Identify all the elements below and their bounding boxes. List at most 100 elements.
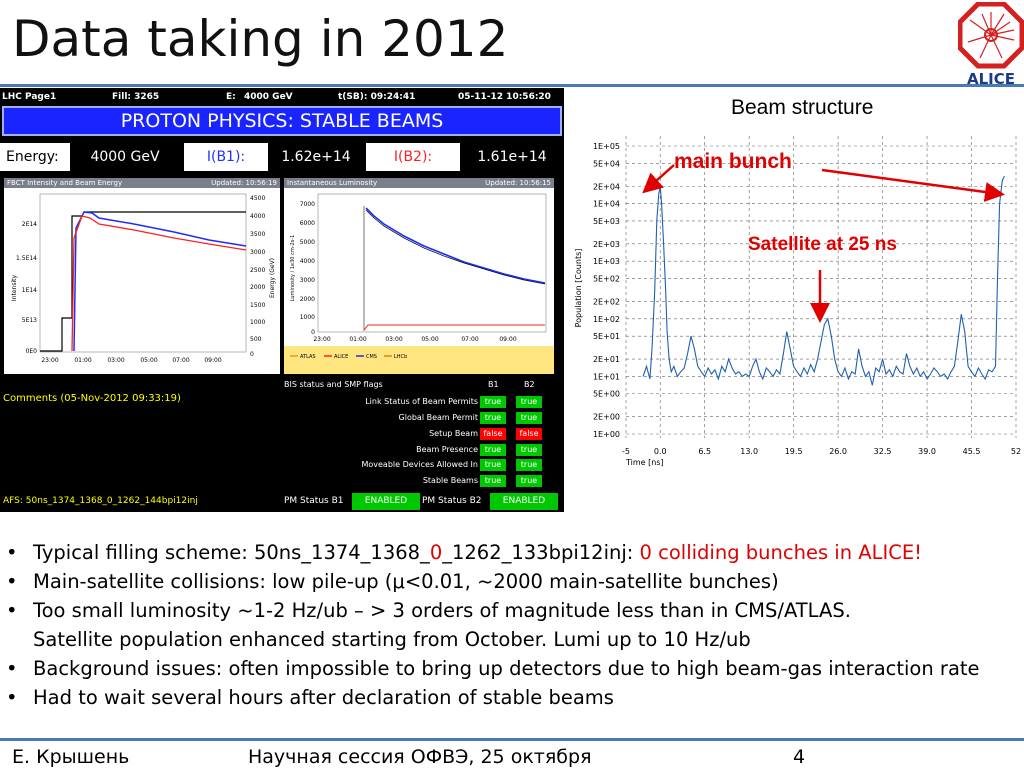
lumi-ytick: 6000: [300, 220, 315, 227]
fbct-plot: 2E14 1.5E14 1E14 5E13 0E0 4500 4000 3500…: [11, 193, 276, 364]
flag-b2: false: [516, 428, 542, 440]
flag-b1: false: [480, 428, 506, 440]
afs-filling-scheme: AFS: 50ns_1374_1368_0_1262_144bpi12inj: [3, 496, 198, 506]
bullet-item: • Background issues: often impossible to…: [0, 657, 1024, 686]
main-bunch-arrow-right: [821, 168, 1005, 202]
fbct-xtick: 03:00: [107, 357, 124, 364]
footer-divider: [0, 738, 1024, 741]
fbct-xtick: 23:00: [41, 357, 58, 364]
lumi-ytick: 0: [311, 329, 315, 336]
beam-xtick-label: 0.0: [654, 447, 667, 456]
beam-ytick-label: 1E+00: [593, 430, 620, 439]
ib1-label: I(B1):: [184, 143, 268, 171]
fbct-ytick-right: 4000: [250, 213, 265, 220]
beam-structure-title: Beam structure: [731, 96, 874, 119]
beam-ytick-label: 2E+01: [593, 355, 620, 364]
energy-value: 4000 GeV: [70, 143, 180, 171]
fbct-xtick: 05:00: [140, 357, 157, 364]
beam-ytick-label: 5E+04: [593, 159, 620, 168]
comments-text: Comments (05-Nov-2012 09:33:19): [3, 393, 181, 404]
bis-title: BIS status and SMP flags: [284, 380, 383, 389]
bullet-dot: •: [6, 657, 18, 680]
lumi-legend-atlas: ATLAS: [300, 354, 316, 360]
lhc-mode-banner: PROTON PHYSICS: STABLE BEAMS: [2, 106, 562, 136]
fbct-xtick: 01:00: [74, 357, 91, 364]
main-bunch-annotation: main bunch: [674, 150, 792, 173]
fbct-ytick-right: 4500: [250, 195, 265, 202]
fbct-ytick: 1.5E14: [16, 255, 37, 262]
beam-ylabel: Population [Counts]: [574, 249, 583, 328]
lhc-e-value: 4000 GeV: [244, 92, 293, 102]
afs-bar: AFS: 50ns_1374_1368_0_1262_144bpi12inj P…: [0, 491, 564, 512]
fbct-ytick-right: 1000: [250, 319, 265, 326]
lhc-tsb: t(SB): 09:24:41: [338, 92, 416, 102]
main-bunch-arrow-left: [642, 164, 675, 194]
flag-b2: true: [516, 444, 542, 456]
lumi-ytick: 1000: [300, 314, 315, 321]
bis-section: [0, 377, 564, 493]
lumi-ytick: 4000: [300, 258, 315, 265]
lhc-page-name: LHC Page1: [2, 92, 57, 102]
flag-name: Moveable Devices Allowed In: [361, 460, 478, 469]
ib1-value: 1.62e+14: [268, 143, 364, 171]
beam-population-trace: [642, 175, 1005, 386]
beam-xtick-label: 13.0: [740, 447, 758, 456]
lumi-xtick: 03:00: [385, 336, 402, 343]
slide-title: Data taking in 2012: [12, 10, 509, 68]
flag-b2: true: [516, 412, 542, 424]
beam-xtick-label: 26.0: [829, 447, 847, 456]
lumi-panel-header: Instantaneous Luminosity Updated: 10:56:…: [284, 178, 554, 188]
flag-b2: true: [516, 396, 542, 408]
flag-row: Link Status of Beam Permits true true: [284, 395, 564, 410]
pm-b2-status: ENABLED: [490, 493, 558, 510]
flag-b1: true: [480, 459, 506, 471]
fbct-ytick-right: 3000: [250, 249, 265, 256]
beam-xtick-label: 6.5: [698, 447, 711, 456]
fbct-ytick-right: 2500: [250, 267, 265, 274]
beam-xtick-label: 39.0: [918, 447, 936, 456]
flag-name: Link Status of Beam Permits: [365, 397, 478, 406]
flag-name: Setup Beam: [429, 429, 478, 438]
beam-ytick-label: 1E+02: [593, 315, 620, 324]
title-divider: [0, 84, 1024, 87]
beam-xtick-label: 45.5: [963, 447, 981, 456]
fbct-ylabel: Intensity: [11, 274, 18, 301]
beam-ytick-label: 5E+02: [593, 275, 620, 284]
lumi-xtick: 01:00: [349, 336, 366, 343]
beam-structure-chart: 1E+05 5E+04 2E+04 1E+04 5E+03 2E+03 1E+03 5E+02…: [574, 136, 1021, 467]
fbct-ytick-right: 1500: [250, 302, 265, 309]
lumi-cms-line: [365, 207, 546, 284]
lumi-alice-line: [363, 324, 545, 331]
lumi-legend-alice: ALICE: [334, 354, 348, 360]
bullet-item: • Too small luminosity ~1-2 Hz/ub – > 3 …: [0, 599, 1024, 628]
flag-row: Stable Beams true true: [284, 474, 564, 489]
flag-row: Setup Beam false false: [284, 427, 564, 442]
flag-b1: true: [480, 412, 506, 424]
fbct-updated: Updated: 10:56:19: [211, 179, 277, 187]
lumi-xtick: 07:00: [461, 336, 478, 343]
footer-author: Е. Крышень: [12, 746, 130, 768]
lumi-updated: Updated: 10:56:15: [485, 179, 551, 187]
fbct-ytick-right: 500: [250, 336, 262, 343]
beam-ytick-label: 2E+00: [593, 413, 620, 422]
fbct-intensity-b2-line: [71, 215, 247, 352]
ib2-value: 1.61e+14: [460, 143, 564, 171]
beam-ytick-label: 1E+03: [593, 257, 620, 266]
lumi-xtick: 23:00: [313, 336, 330, 343]
lhc-e-label: E:: [226, 92, 236, 102]
bullet-dot: •: [6, 541, 18, 564]
fbct-xtick: 07:00: [172, 357, 189, 364]
lumi-ytick: 2000: [300, 296, 315, 303]
bis-b2-header: B2: [524, 380, 535, 389]
fbct-ytick-right: 2000: [250, 284, 265, 291]
beam-ytick-label: 1E+05: [593, 142, 620, 151]
beam-ytick-label: 5E+03: [593, 217, 620, 226]
bullet-text: Typical filling scheme: 50ns_1374_1368_0…: [33, 541, 922, 564]
energy-label: Energy:: [0, 143, 70, 171]
footer-event: Научная сессия ОФВЭ, 25 октября: [248, 746, 592, 768]
lumi-ylabel: Luminosity / 1e30 cm-2s-1: [290, 235, 296, 302]
bullet-dot: •: [6, 599, 18, 622]
flag-b1: true: [480, 396, 506, 408]
beam-ytick-label: 2E+02: [593, 297, 620, 306]
beam-xtick-label: 52: [1011, 447, 1021, 456]
